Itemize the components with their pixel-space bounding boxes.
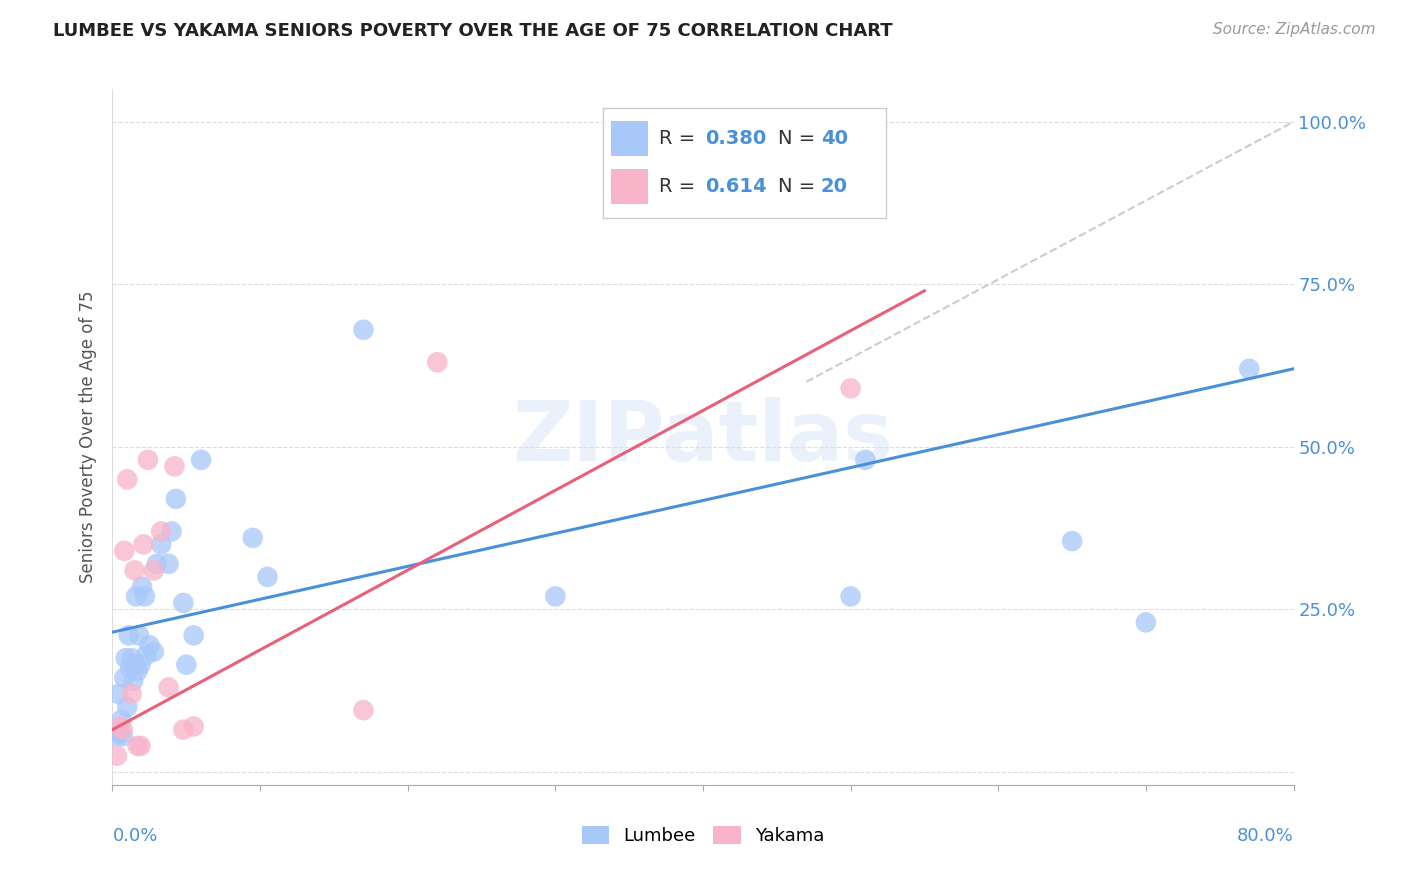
Point [352, 323, 374, 337]
Point [855, 453, 877, 467]
Point [172, 723, 194, 737]
Point [1135, 615, 1157, 630]
Point [111, 729, 134, 743]
Point [157, 681, 180, 695]
Point [256, 570, 278, 584]
Legend: Lumbee, Yakama: Lumbee, Yakama [575, 819, 831, 853]
Point [135, 648, 157, 662]
Point [129, 657, 152, 672]
Point [839, 590, 862, 604]
Text: 40: 40 [821, 129, 848, 148]
Point [128, 628, 150, 642]
Text: N =: N = [779, 129, 815, 148]
Point [127, 664, 149, 678]
Point [131, 580, 153, 594]
Point [112, 544, 135, 558]
Text: R =: R = [659, 178, 696, 196]
Point [150, 524, 173, 539]
Point [134, 590, 156, 604]
Point [129, 739, 152, 753]
Point [111, 723, 134, 737]
Point [127, 739, 149, 753]
Point [120, 661, 142, 675]
Text: R =: R = [659, 129, 696, 148]
Point [132, 537, 155, 551]
Point [1239, 361, 1261, 376]
Point [1062, 534, 1084, 549]
Point [105, 748, 128, 763]
Point [112, 671, 135, 685]
Point [160, 524, 183, 539]
Bar [612, 121, 648, 156]
Point [108, 726, 131, 740]
Point [183, 628, 205, 642]
Point [190, 453, 212, 467]
Point [107, 687, 129, 701]
Point [163, 459, 186, 474]
Point [110, 713, 132, 727]
Point [183, 719, 205, 733]
Text: 80.0%: 80.0% [1237, 827, 1294, 845]
Point [544, 590, 567, 604]
Point [142, 563, 165, 577]
Y-axis label: Seniors Poverty Over the Age of 75: Seniors Poverty Over the Age of 75 [79, 291, 97, 583]
Bar [612, 169, 648, 204]
Point [114, 651, 136, 665]
Point [352, 703, 374, 717]
Point [142, 645, 165, 659]
Point [426, 355, 449, 369]
Point [174, 657, 197, 672]
Point [105, 729, 128, 743]
Point [125, 590, 148, 604]
Text: 0.0%: 0.0% [112, 827, 157, 845]
Text: Source: ZipAtlas.com: Source: ZipAtlas.com [1212, 22, 1375, 37]
Point [117, 700, 138, 714]
Text: 0.614: 0.614 [704, 178, 766, 196]
Point [117, 472, 138, 486]
Point [150, 537, 173, 551]
Point [242, 531, 264, 545]
Point [839, 381, 862, 395]
Point [157, 557, 180, 571]
Point [124, 563, 146, 577]
Text: 20: 20 [821, 178, 848, 196]
Point [108, 719, 131, 733]
Point [136, 453, 159, 467]
Point [124, 657, 146, 672]
Text: N =: N = [779, 178, 815, 196]
Text: 0.380: 0.380 [704, 129, 766, 148]
Point [122, 673, 145, 688]
Point [146, 557, 169, 571]
Point [121, 651, 143, 665]
Point [138, 638, 160, 652]
Point [172, 596, 194, 610]
Text: ZIPatlas: ZIPatlas [513, 397, 893, 477]
Point [165, 491, 187, 506]
Point [121, 687, 143, 701]
Text: LUMBEE VS YAKAMA SENIORS POVERTY OVER THE AGE OF 75 CORRELATION CHART: LUMBEE VS YAKAMA SENIORS POVERTY OVER TH… [53, 22, 893, 40]
Point [118, 628, 141, 642]
